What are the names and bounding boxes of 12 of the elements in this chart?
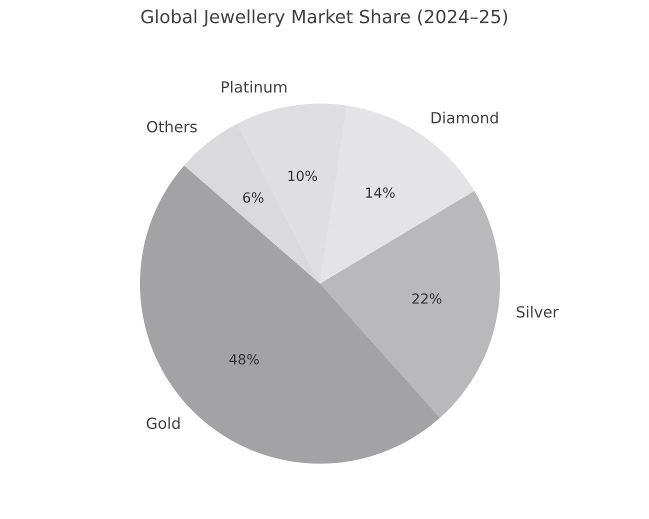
data-label: 48%	[229, 354, 259, 365]
chart-title: Global Jewellery Market Share (2024–25)	[141, 9, 508, 27]
slice-label: Gold	[146, 417, 180, 430]
slice-label: Silver	[516, 306, 559, 318]
data-label: 14%	[366, 187, 395, 198]
data-label: 10%	[288, 170, 318, 182]
slice-label: Others	[147, 120, 197, 132]
data-label: 22%	[412, 293, 442, 304]
data-label: 6%	[243, 192, 264, 203]
slice-label: Platinum	[222, 80, 286, 93]
pie-slice	[140, 166, 440, 464]
slice-label: Diamond	[432, 112, 498, 124]
